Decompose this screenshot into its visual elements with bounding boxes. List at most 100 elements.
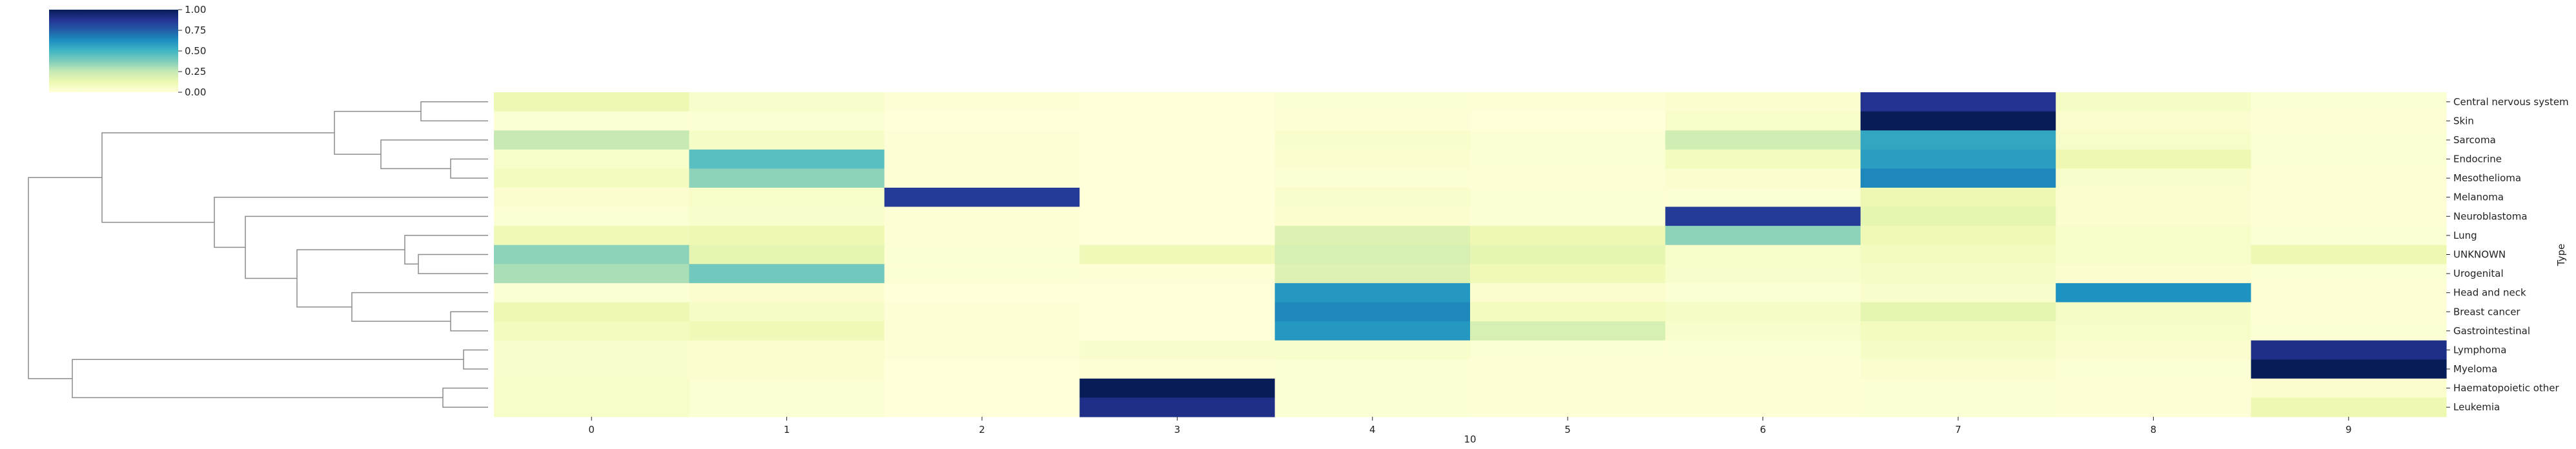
heatmap-cell bbox=[494, 92, 690, 112]
heatmap-cell bbox=[1860, 321, 2056, 341]
dendrogram-link bbox=[463, 349, 488, 370]
dendrogram-link bbox=[420, 101, 488, 122]
y-tick-label: UNKNOWN bbox=[2453, 249, 2506, 261]
heatmap-cell bbox=[1665, 321, 1861, 341]
dendrogram-link bbox=[351, 292, 488, 322]
heatmap-cell bbox=[1079, 168, 1276, 188]
heatmap-cell bbox=[1665, 92, 1861, 112]
heatmap-cell bbox=[494, 130, 690, 150]
heatmap-cell bbox=[1665, 264, 1861, 284]
x-tick-label: 3 bbox=[1174, 424, 1181, 435]
heatmap-cell bbox=[2251, 111, 2447, 131]
heatmap-cell bbox=[1665, 340, 1861, 360]
heatmap-cell bbox=[884, 226, 1080, 246]
colorbar-tick-label: 0.75 bbox=[185, 25, 206, 36]
y-tick-label: Lung bbox=[2453, 230, 2477, 241]
heatmap-cell bbox=[2251, 302, 2447, 322]
y-tick-label: Breast cancer bbox=[2453, 306, 2520, 317]
heatmap-cell bbox=[1470, 359, 1666, 379]
heatmap-cell bbox=[689, 321, 885, 341]
heatmap-cell bbox=[1079, 92, 1276, 112]
heatmap-cell bbox=[689, 149, 885, 169]
heatmap-cell bbox=[494, 187, 690, 208]
heatmap-cell bbox=[2251, 378, 2447, 399]
heatmap-cell bbox=[1860, 302, 2056, 322]
y-tick-label: Haematopoietic other bbox=[2453, 383, 2560, 394]
heatmap-cell bbox=[1860, 206, 2056, 226]
heatmap-cell bbox=[1470, 264, 1666, 284]
heatmap-cell bbox=[884, 130, 1080, 150]
heatmap-cell bbox=[1665, 130, 1861, 150]
heatmap-cell bbox=[1274, 378, 1471, 399]
heatmap-cell bbox=[1274, 168, 1471, 188]
heatmap-cell bbox=[1470, 244, 1666, 264]
heatmap-cell bbox=[1079, 321, 1276, 341]
heatmap-cell bbox=[1274, 187, 1471, 208]
heatmap-cell bbox=[689, 111, 885, 131]
x-tick-label: 7 bbox=[1955, 424, 1961, 435]
heatmap-cell bbox=[2056, 378, 2252, 399]
heatmap-cell bbox=[884, 397, 1080, 417]
heatmap-cell bbox=[1860, 187, 2056, 208]
heatmap-cell bbox=[1860, 340, 2056, 360]
y-tick-label: Central nervous system bbox=[2453, 96, 2569, 108]
heatmap-cell bbox=[1274, 302, 1471, 322]
heatmap-cell bbox=[1274, 149, 1471, 169]
heatmap-cell bbox=[2056, 130, 2252, 150]
heatmap-cell bbox=[494, 226, 690, 246]
heatmap-cell bbox=[689, 302, 885, 322]
dendrogram-link bbox=[334, 110, 421, 155]
heatmap-cell bbox=[1470, 130, 1666, 150]
heatmap-cell bbox=[1079, 359, 1276, 379]
heatmap-cell bbox=[689, 226, 885, 246]
y-tick-label: Mesothelioma bbox=[2453, 172, 2521, 184]
heatmap-cell bbox=[1860, 130, 2056, 150]
heatmap-cell bbox=[1860, 359, 2056, 379]
heatmap-cell bbox=[884, 264, 1080, 284]
heatmap-cell bbox=[2251, 264, 2447, 284]
y-tick-label: Neuroblastoma bbox=[2453, 210, 2528, 222]
heatmap-cell bbox=[1274, 244, 1471, 264]
heatmap-cell bbox=[2056, 302, 2252, 322]
heatmap-cell bbox=[1470, 321, 1666, 341]
heatmap-cell bbox=[689, 283, 885, 303]
heatmap-cell bbox=[1079, 130, 1276, 150]
heatmap-cell bbox=[1470, 206, 1666, 226]
heatmap-cell bbox=[1860, 378, 2056, 399]
heatmap-cell bbox=[1274, 397, 1471, 417]
heatmap-cell bbox=[689, 264, 885, 284]
heatmap-cell bbox=[1470, 226, 1666, 246]
heatmap-cell bbox=[1470, 149, 1666, 169]
heatmap-cell bbox=[494, 397, 690, 417]
heatmap-cell bbox=[1079, 264, 1276, 284]
y-axis-ticks: Central nervous system Skin Sarcoma Endocri… bbox=[2446, 96, 2569, 413]
heatmap-cell bbox=[884, 111, 1080, 131]
heatmap-cell bbox=[2251, 149, 2447, 169]
dendrogram-link bbox=[418, 254, 488, 274]
heatmap-cell bbox=[2251, 226, 2447, 246]
heatmap-cell bbox=[2056, 283, 2252, 303]
x-tick-label: 2 bbox=[979, 424, 985, 435]
x-tick-label: 8 bbox=[2151, 424, 2157, 435]
heatmap-cell bbox=[884, 149, 1080, 169]
heatmap-cell bbox=[1665, 226, 1861, 246]
dendrogram-link bbox=[404, 235, 488, 265]
colorbar-tick-label: 0.50 bbox=[185, 45, 206, 57]
heatmap-cell bbox=[2251, 244, 2447, 264]
dendrogram-link bbox=[450, 311, 488, 332]
heatmap-cell bbox=[1665, 378, 1861, 399]
y-tick-label: Leukemia bbox=[2453, 401, 2500, 413]
heatmap-cell bbox=[884, 283, 1080, 303]
heatmap-cell bbox=[689, 359, 885, 379]
heatmap-cell bbox=[494, 244, 690, 264]
heatmap-cell bbox=[2251, 168, 2447, 188]
heatmap-cell bbox=[1470, 283, 1666, 303]
heatmap-cell bbox=[689, 244, 885, 264]
heatmap-cell bbox=[2056, 168, 2252, 188]
dendrogram-link bbox=[450, 158, 488, 179]
heatmap-cell bbox=[494, 378, 690, 399]
dendrogram-link bbox=[296, 249, 405, 308]
heatmap-cell bbox=[2251, 283, 2447, 303]
heatmap-cell bbox=[1470, 397, 1666, 417]
heatmap-cell bbox=[1665, 397, 1861, 417]
